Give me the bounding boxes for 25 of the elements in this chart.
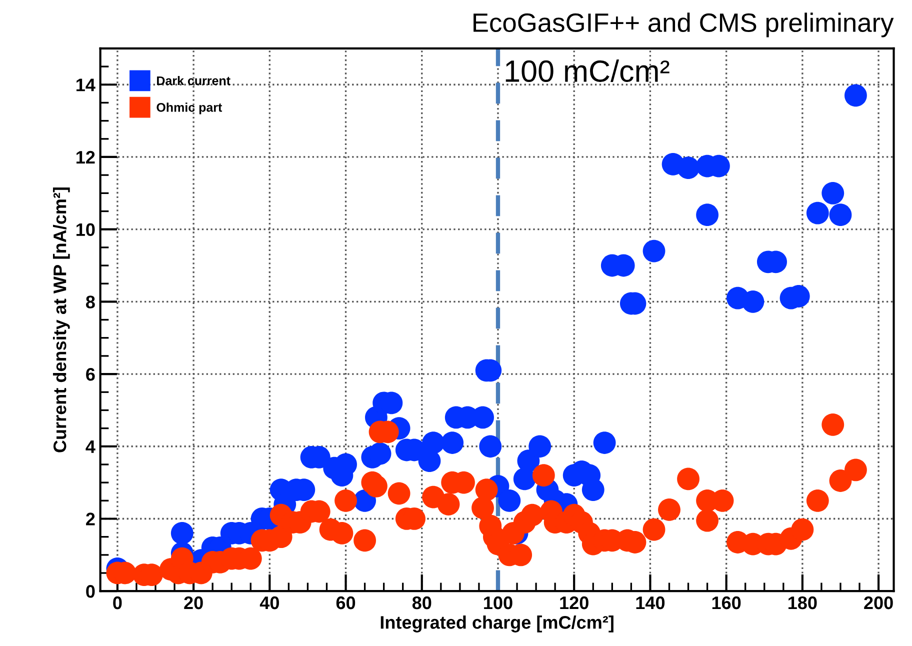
chart-title: EcoGasGIF++ and CMS preliminary [474,12,894,38]
y-tick-label: 10 [76,223,95,236]
x-tick-label: 60 [336,596,356,610]
x-tick-label: 120 [560,596,588,610]
x-tick-label: 20 [184,596,203,610]
x-tick-label: 140 [636,596,665,610]
x-tick-label: 180 [788,596,817,610]
x-tick-label: 40 [260,596,279,610]
y-tick-label: 0 [86,585,95,598]
y-tick-label: 12 [76,150,95,164]
y-tick-label: 14 [76,78,96,92]
x-tick-label: 160 [712,596,741,610]
x-tick-label: 0 [113,596,122,610]
legend-label: Dark current [157,76,230,86]
y-tick-label: 6 [86,368,95,381]
x-tick-label: 200 [864,596,893,610]
x-tick-label: 100 [484,596,512,610]
y-tick-label: 8 [86,296,95,308]
ref-line-label: 100 mC/cm² [506,60,670,82]
x-axis-title: Integrated charge [mC/cm²] [380,616,614,632]
x-tick-label: 80 [412,596,432,610]
y-axis-title: Current density at WP [nA/cm²] [52,188,70,452]
y-tick-label: 2 [86,512,95,526]
legend-label: Ohmic part [156,102,222,114]
y-tick-label: 4 [86,440,96,453]
